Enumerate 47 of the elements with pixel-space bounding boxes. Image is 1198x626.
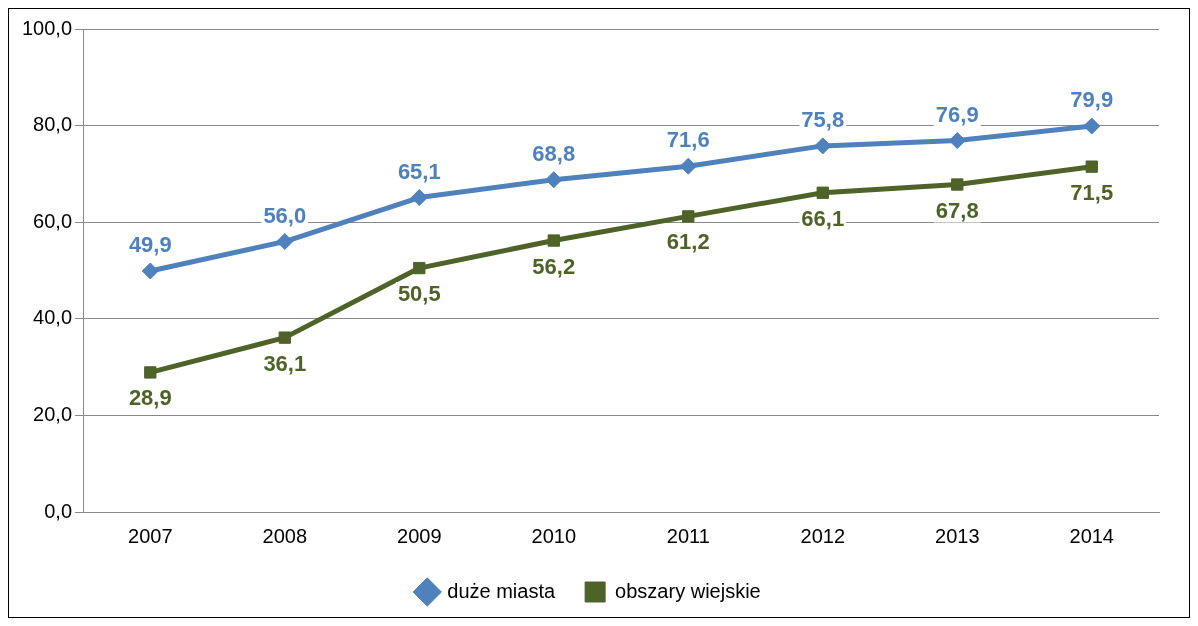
point [816, 186, 829, 199]
point [547, 234, 560, 247]
point [1085, 160, 1098, 173]
y-tick-label: 60,0 [33, 209, 73, 232]
point [141, 262, 159, 280]
data-label: 66,1 [801, 205, 845, 231]
point [278, 331, 291, 344]
data-label: 56,0 [263, 202, 307, 228]
point [948, 132, 966, 150]
data-label: 65,1 [397, 158, 441, 184]
point [276, 233, 294, 251]
y-tick-label: 40,0 [33, 306, 73, 329]
data-label: 71,5 [1070, 179, 1114, 205]
legend-label: obszary wiejskie [615, 579, 761, 602]
x-tick-label: 2012 [800, 524, 846, 547]
x-tick-label: 2007 [128, 524, 173, 547]
point [951, 178, 964, 191]
y-tick-label: 80,0 [33, 113, 73, 136]
data-label: 61,2 [666, 229, 710, 255]
legend-label: duże miasta [447, 579, 556, 602]
y-tick-label: 100,0 [21, 16, 73, 39]
x-tick-label: 2010 [531, 524, 577, 547]
data-label: 67,8 [935, 197, 979, 223]
data-label: 56,2 [532, 253, 576, 279]
y-tick-label: 0,0 [44, 499, 73, 522]
point [144, 366, 157, 379]
point [679, 157, 697, 175]
x-tick-label: 2008 [262, 524, 308, 547]
point [410, 189, 428, 207]
data-label: 49,9 [128, 232, 172, 258]
x-tick-label: 2014 [1069, 524, 1114, 547]
point [682, 210, 695, 223]
data-label: 75,8 [801, 106, 845, 132]
data-label: 79,9 [1070, 87, 1114, 113]
data-label: 71,6 [666, 127, 710, 153]
point [1083, 117, 1101, 135]
data-label: 76,9 [935, 101, 979, 127]
data-label: 50,5 [397, 281, 441, 307]
data-label: 28,9 [128, 385, 172, 411]
point [413, 261, 426, 275]
x-tick-label: 2011 [666, 524, 710, 547]
point [545, 171, 563, 189]
data-label: 36,1 [263, 350, 307, 376]
x-tick-label: 2013 [935, 524, 980, 547]
data-label: 68,8 [532, 140, 576, 166]
y-tick-label: 20,0 [33, 402, 73, 425]
x-tick-label: 2009 [397, 524, 442, 547]
